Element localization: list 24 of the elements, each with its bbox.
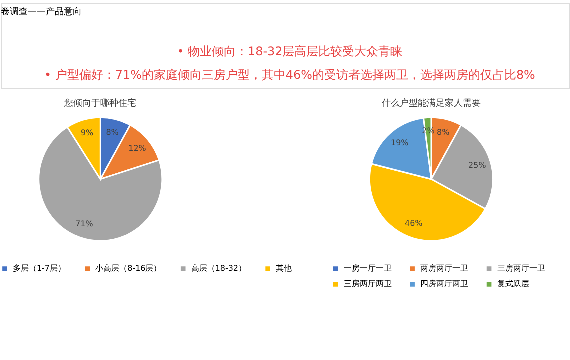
data-label: 12% xyxy=(128,144,147,153)
data-label: 2% xyxy=(422,126,436,136)
legend-label: 小高层（8-16层） xyxy=(96,264,162,273)
legend-label: 高层（18-32） xyxy=(191,264,246,273)
legend-label: 复式跃层 xyxy=(497,280,530,289)
chart-title: 您倾向于哪种住宅 xyxy=(64,98,137,110)
category-label: 一房一厅一卫 xyxy=(344,264,392,273)
text: 卷调查——产品意向 xyxy=(0,6,82,18)
text: • 户型偏好：71%的家庭倾向三房户型，其中46%的受访者选择两卫，选择两房的仅占比8% xyxy=(44,68,536,82)
legend-label: 两房两厅一卫 xyxy=(420,264,469,273)
legend-label: 三房两厅一卫 xyxy=(497,264,546,273)
data-label: 8% xyxy=(437,128,450,138)
legend-label: 多层（1-7层） xyxy=(12,264,66,273)
legend-label: 其他 xyxy=(276,264,292,273)
text: • 物业倾向：18-32层高层比较受大众青睐 xyxy=(177,44,403,58)
chart-title: 什么户型能满足家人需要 xyxy=(382,98,481,110)
data-label: 71% xyxy=(76,219,94,228)
data-label: 46% xyxy=(405,218,424,228)
legend-label: 三房两厅两卫 xyxy=(344,280,392,289)
legend-label: 四房两厅两卫 xyxy=(420,280,469,289)
data-label: 9% xyxy=(80,128,94,138)
data-label: 25% xyxy=(468,161,487,170)
data-label: 8% xyxy=(106,128,120,138)
data-label: 19% xyxy=(390,138,410,148)
